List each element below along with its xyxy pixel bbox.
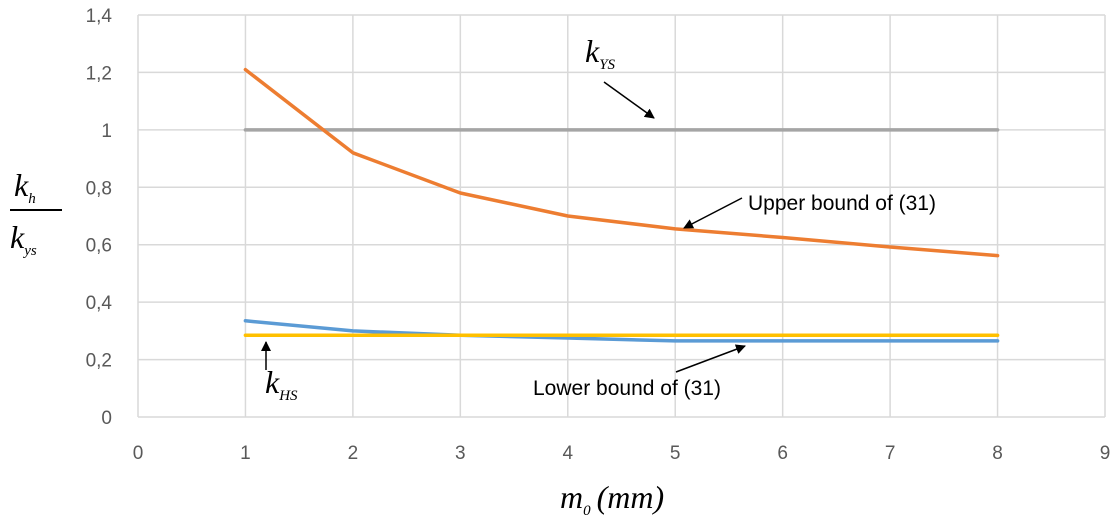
- svg-text:kh: kh: [14, 167, 36, 207]
- x-tick-label: 2: [348, 443, 359, 464]
- annotation-kys: kYS: [585, 33, 616, 73]
- x-axis-label: m0 (mm): [560, 479, 664, 519]
- annotation-lower: Lower bound of (31): [533, 377, 721, 400]
- y-label-denominator-sub: ys: [22, 243, 37, 259]
- svg-text:kys: kys: [10, 219, 37, 259]
- y-tick-label: 0,2: [86, 351, 112, 372]
- x-tick-label: 6: [777, 443, 788, 464]
- y-tick-label: 0,8: [86, 178, 112, 199]
- y-label-numerator: k: [14, 167, 29, 203]
- y-tick-label: 1,4: [86, 6, 113, 27]
- x-tick-label: 8: [992, 443, 1003, 464]
- gridlines: [137, 14, 1106, 418]
- x-tick-label: 4: [562, 443, 573, 464]
- annotation-lower-arrow: [675, 344, 746, 373]
- y-tick-label: 0,6: [86, 236, 112, 257]
- x-tick-label: 3: [455, 443, 466, 464]
- y-label-numerator-sub: h: [28, 191, 36, 207]
- annotation-upper: Upper bound of (31): [748, 192, 936, 215]
- x-tick-label: 1: [240, 443, 251, 464]
- tick-labels: 0 0,2 0,4 0,6 0,8 1 1,2 1,4 0 1 2 3 4 5 6 7 8 9: [86, 6, 1111, 464]
- y-tick-label: 1,2: [86, 63, 112, 84]
- annotation-khs: kHS: [265, 364, 298, 404]
- x-label-main: m: [560, 479, 583, 515]
- y-label-denominator: k: [10, 219, 25, 255]
- x-tick-label: 7: [885, 443, 896, 464]
- y-tick-label: 1: [101, 121, 112, 142]
- annotation-kys-main: k: [585, 33, 600, 69]
- y-tick-label: 0,4: [86, 293, 113, 314]
- x-label-unit: (mm): [597, 479, 665, 515]
- series-line-upper: [243, 67, 1000, 258]
- annotation-kys-sub: YS: [599, 57, 615, 73]
- x-label-sub: 0: [583, 503, 591, 519]
- x-tick-label: 9: [1100, 443, 1111, 464]
- annotation-kys-arrow: [603, 81, 655, 119]
- annotation-khs-sub: HS: [278, 388, 298, 404]
- series-lines: [243, 67, 1000, 343]
- y-axis-label: kh kys: [10, 167, 62, 259]
- x-tick-label: 0: [133, 443, 144, 464]
- series-line-lower: [243, 319, 1000, 343]
- annotation-upper-arrow: [683, 197, 743, 229]
- x-tick-label: 5: [670, 443, 681, 464]
- y-tick-label: 0: [101, 408, 112, 429]
- annotation-khs-main: k: [265, 364, 280, 400]
